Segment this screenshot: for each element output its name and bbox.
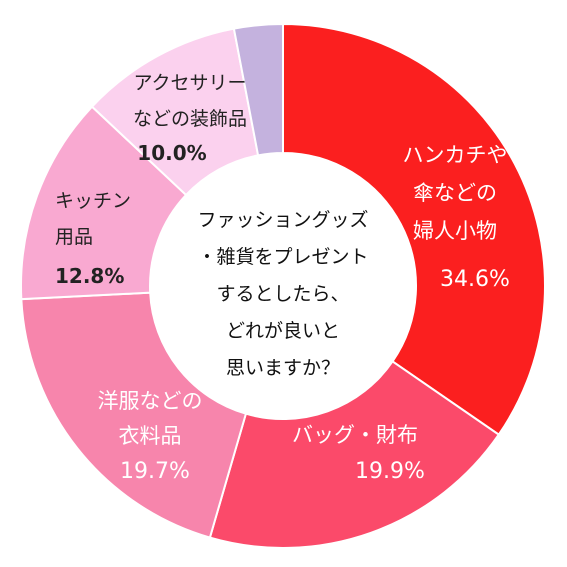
slice-label: ハンカチや傘などの婦人小物: [403, 143, 508, 243]
donut-center-hole: [150, 153, 416, 419]
slice-value-label: 12.8%: [55, 264, 124, 288]
slice-label: キッチン用品: [55, 190, 131, 248]
slice-label: アクセサリーなどの装飾品: [133, 72, 247, 130]
slice-value-label: 10.0%: [137, 141, 206, 165]
slice-value-label: 19.7%: [120, 459, 190, 484]
slice-value-label: 19.9%: [355, 459, 425, 484]
slice-label: 洋服などの衣料品: [98, 389, 203, 448]
slice-label: バッグ・財布: [292, 423, 418, 447]
center-question-text: ファッショングッズ・雑貨をプレゼントするとしたら、どれが良いと思いますか？: [197, 209, 368, 379]
slice-value-label: 34.6%: [440, 267, 510, 292]
